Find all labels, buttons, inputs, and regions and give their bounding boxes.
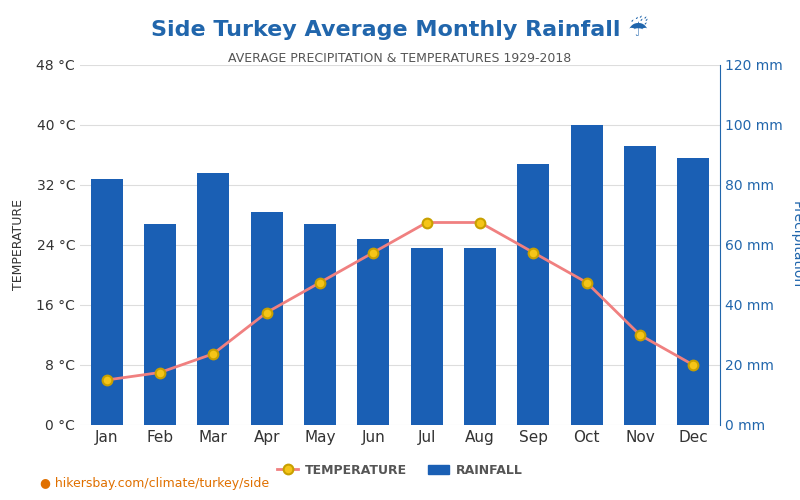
- Bar: [198, 173, 230, 425]
- Bar: [678, 158, 710, 425]
- Bar: [570, 125, 602, 425]
- Bar: [410, 248, 442, 425]
- Y-axis label: Precipitation: Precipitation: [790, 202, 800, 288]
- Bar: [144, 224, 176, 425]
- Bar: [90, 179, 122, 425]
- Bar: [250, 212, 282, 425]
- Bar: [518, 164, 550, 425]
- Y-axis label: TEMPERATURE: TEMPERATURE: [12, 200, 25, 290]
- Bar: [624, 146, 656, 425]
- Bar: [464, 248, 496, 425]
- Legend: TEMPERATURE, RAINFALL: TEMPERATURE, RAINFALL: [272, 458, 528, 483]
- Bar: [304, 224, 336, 425]
- Text: ● hikersbay.com/climate/turkey/side: ● hikersbay.com/climate/turkey/side: [40, 477, 269, 490]
- Bar: [358, 239, 390, 425]
- Text: Side Turkey Average Monthly Rainfall ☔: Side Turkey Average Monthly Rainfall ☔: [151, 15, 649, 40]
- Text: AVERAGE PRECIPITATION & TEMPERATURES 1929-2018: AVERAGE PRECIPITATION & TEMPERATURES 192…: [228, 52, 572, 66]
